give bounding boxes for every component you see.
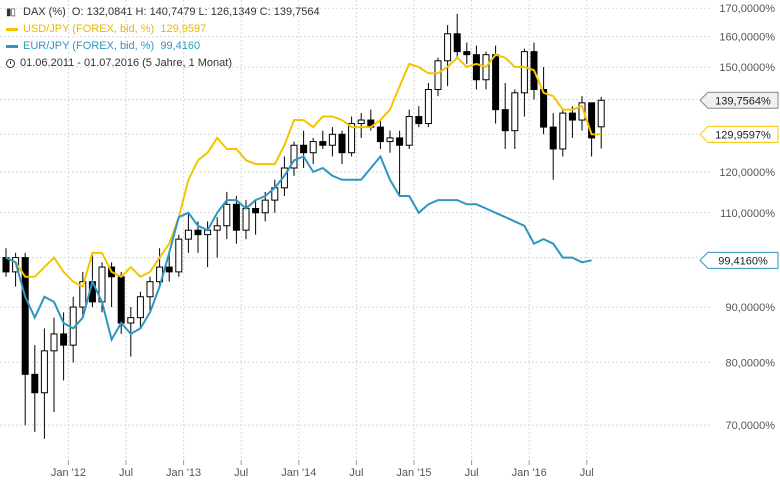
legend-period-text: 01.06.2011 - 01.07.2016 (5 Jahre, 1 Mona… — [20, 57, 232, 69]
dax-candle — [348, 116, 356, 157]
dax-candle — [434, 57, 442, 97]
x-tick-label: Jan '12 — [51, 467, 86, 479]
dax-candle — [300, 130, 308, 168]
dax-candle — [482, 51, 490, 90]
dax-candle — [463, 42, 471, 64]
dax-candle — [424, 82, 432, 128]
legend-eur[interactable]: EUR/JPY (FOREX, bid, %) 99,4160 — [6, 38, 320, 55]
dax-candle — [319, 130, 327, 149]
dax-candle — [252, 200, 260, 235]
value-label-usd: 129,9597% — [699, 125, 779, 143]
usd-jpy-line — [5, 53, 602, 289]
dax-candle — [338, 130, 346, 165]
dax-candle — [309, 137, 317, 165]
dax-candle — [69, 296, 77, 363]
eur-swatch-icon — [6, 45, 18, 48]
y-tick-label: 160,0000% — [719, 32, 775, 44]
legend-dax-label: DAX (%) — [23, 6, 66, 18]
dax-candle — [223, 191, 231, 240]
dax-candle — [568, 106, 576, 138]
dax-candle — [453, 13, 461, 58]
dax-candle — [559, 109, 567, 157]
value-label-dax: 139,7564% — [699, 91, 779, 109]
y-tick-label: 80,0000% — [725, 357, 775, 369]
value-label-text: 139,7564% — [715, 95, 771, 107]
y-tick-label: 70,0000% — [725, 420, 775, 432]
dax-candle — [136, 291, 144, 329]
dax-candles — [2, 13, 605, 439]
value-label-text: 99,4160% — [718, 255, 768, 267]
dax-candle — [588, 102, 596, 157]
dax-candle — [501, 82, 509, 149]
legend-usd-value: 129,9597 — [160, 23, 207, 35]
dax-candle — [396, 130, 404, 196]
x-axis: Jan '12 Jul Jan '13 Jul Jan '14 Jul Jan '15 Jul… — [51, 460, 594, 479]
legend: ▮▯ DAX (%) O: 132,0841 H: 140,7479 L: 12… — [6, 4, 320, 72]
dax-candle — [578, 96, 586, 131]
x-tick-label: Jul — [580, 467, 594, 479]
x-tick-label: Jul — [465, 467, 479, 479]
dax-candle — [290, 141, 298, 176]
dax-candle — [184, 212, 192, 253]
y-tick-label: 90,0000% — [725, 302, 775, 314]
dax-candle — [597, 96, 605, 149]
x-tick-label: Jan '15 — [396, 467, 431, 479]
last-value-labels: 139,7564% 129,9597% 99,4160% — [699, 91, 779, 269]
y-tick-label: 110,0000% — [720, 208, 775, 220]
dax-candle — [165, 252, 173, 282]
y-tick-label: 170,0000% — [719, 3, 775, 15]
dax-candle — [232, 195, 240, 244]
dax-candle — [328, 127, 336, 157]
value-label-eur: 99,4160% — [699, 251, 779, 269]
y-tick-label: 150,0000% — [719, 62, 775, 74]
dax-candle — [520, 48, 528, 117]
legend-usd-label: USD/JPY (FOREX, bid, %) — [23, 23, 155, 35]
dax-candle — [31, 345, 39, 432]
dax-candle — [549, 113, 557, 180]
x-tick-label: Jul — [119, 467, 133, 479]
dax-candle — [21, 252, 29, 426]
clock-icon — [6, 59, 15, 68]
value-label-text: 129,9597% — [715, 129, 771, 141]
grid-lines — [0, 0, 710, 460]
x-tick-label: Jan '13 — [166, 467, 201, 479]
dax-candle — [40, 328, 48, 439]
legend-eur-value: 99,4160 — [160, 40, 201, 52]
x-tick-label: Jul — [234, 467, 248, 479]
dax-candle — [376, 120, 384, 149]
usd-swatch-icon — [6, 28, 18, 31]
dax-candle — [2, 248, 10, 277]
x-tick-label: Jul — [349, 467, 363, 479]
dax-candle — [146, 276, 154, 313]
x-tick-label: Jan '16 — [512, 467, 547, 479]
y-axis: 70,0000% 80,0000% 90,0000% 110,0000% 120,000… — [719, 3, 775, 432]
dax-candle — [357, 113, 365, 138]
dax-candle — [127, 307, 135, 357]
dax-candle — [444, 25, 452, 87]
x-tick-label: Jan '14 — [281, 467, 316, 479]
dax-candle — [386, 130, 394, 153]
candlestick-icon: ▮▯ — [6, 7, 16, 18]
dax-candle — [511, 89, 519, 149]
legend-dax-ohlc: O: 132,0841 H: 140,7479 L: 126,1349 C: 1… — [71, 6, 320, 18]
eur-jpy-line — [5, 154, 592, 343]
legend-usd[interactable]: USD/JPY (FOREX, bid, %) 129,9597 — [6, 21, 320, 38]
dax-candle — [175, 234, 183, 277]
dax-candle — [79, 271, 87, 318]
y-tick-label: 120,0000% — [719, 167, 775, 179]
dax-candle — [540, 67, 548, 135]
dax-candle — [213, 217, 221, 258]
dax-candle — [472, 45, 480, 90]
legend-dax[interactable]: ▮▯ DAX (%) O: 132,0841 H: 140,7479 L: 12… — [6, 4, 320, 21]
dax-candle — [415, 106, 423, 128]
legend-period: 01.06.2011 - 01.07.2016 (5 Jahre, 1 Mona… — [6, 55, 320, 72]
legend-eur-label: EUR/JPY (FOREX, bid, %) — [23, 40, 155, 52]
dax-candle — [50, 317, 58, 412]
dax-candle — [405, 109, 413, 149]
